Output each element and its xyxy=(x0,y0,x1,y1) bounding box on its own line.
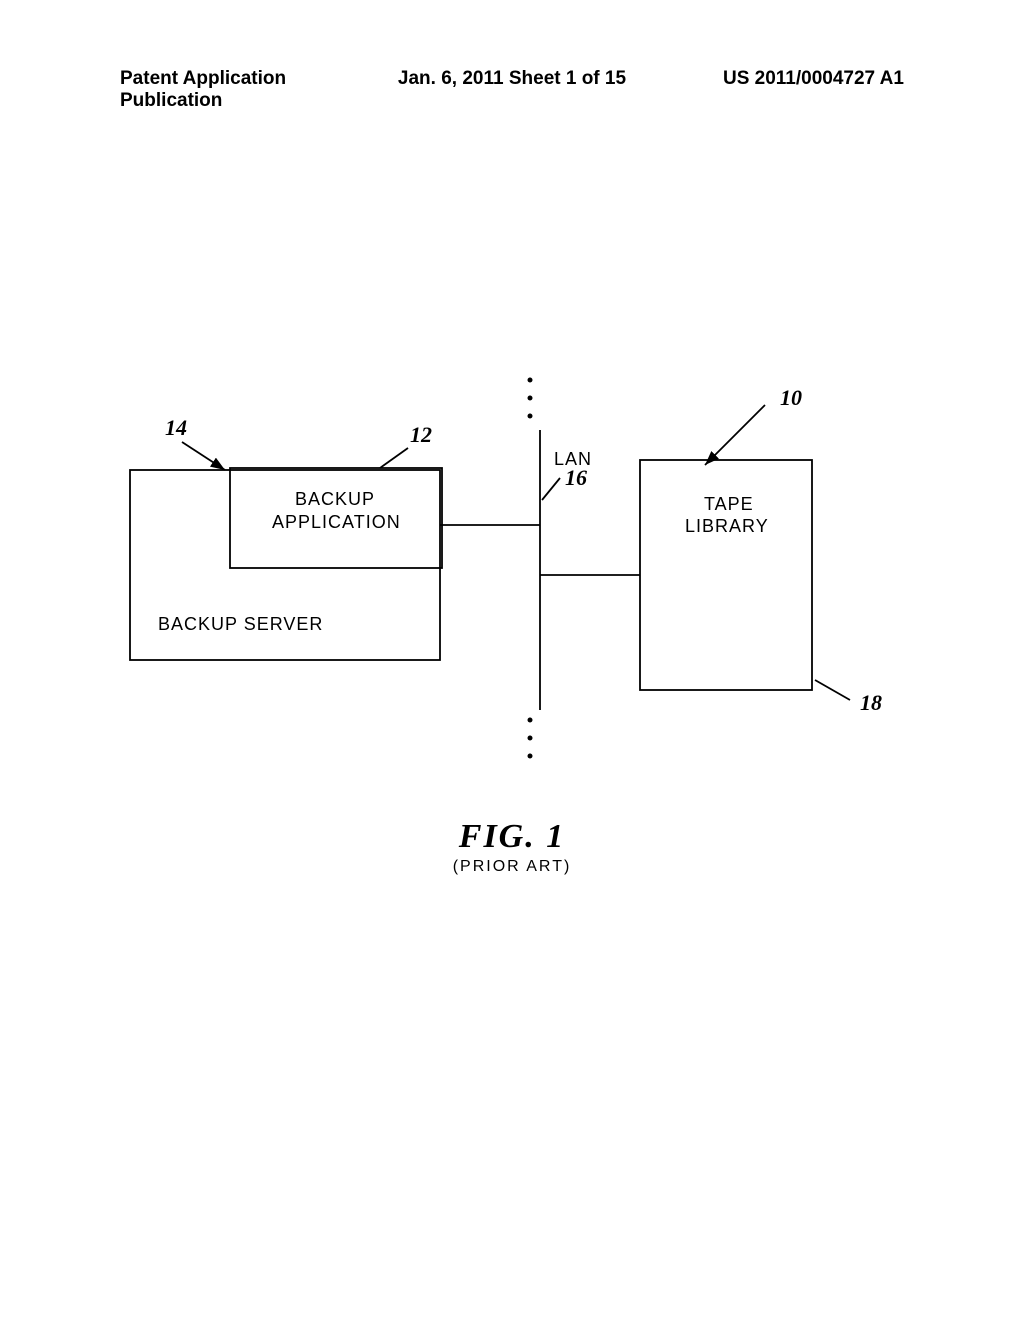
ref-12-number: 12 xyxy=(410,422,432,447)
header-left: Patent Application Publication xyxy=(120,68,381,112)
header-right: US 2011/0004727 A1 xyxy=(643,68,904,112)
figure-caption: FIG. 1 (PRIOR ART) xyxy=(0,818,1024,876)
tape-library-label-1: TAPE xyxy=(704,494,754,514)
ref-10-lead xyxy=(705,405,765,465)
tape-library-label-2: LIBRARY xyxy=(685,516,769,536)
backup-application-label-1: BACKUP xyxy=(295,489,375,509)
figure-title: FIG. 1 xyxy=(0,818,1024,856)
ref-12-lead xyxy=(380,448,408,468)
diagram-area: BACKUP SERVER BACKUP APPLICATION TAPELIBRAR… xyxy=(110,370,910,890)
header-center: Jan. 6, 2011 Sheet 1 of 15 xyxy=(381,68,642,112)
ref-18-lead xyxy=(815,680,850,700)
ref-16-lead xyxy=(542,478,560,500)
backup-application-label-2: APPLICATION xyxy=(272,512,401,532)
backup-server-label: BACKUP SERVER xyxy=(158,614,323,634)
ref-18-number: 18 xyxy=(860,690,882,715)
page-container: Patent Application Publication Jan. 6, 2… xyxy=(0,0,1024,1320)
ref-10-number: 10 xyxy=(780,385,802,410)
ref-14-lead xyxy=(182,442,225,470)
page-header: Patent Application Publication Jan. 6, 2… xyxy=(0,68,1024,112)
ref-14-number: 14 xyxy=(165,415,187,440)
ref-16-number: 16 xyxy=(565,465,587,490)
figure-svg: BACKUP SERVER BACKUP APPLICATION TAPELIBRAR… xyxy=(110,370,910,830)
figure-subtitle: (PRIOR ART) xyxy=(0,858,1024,876)
